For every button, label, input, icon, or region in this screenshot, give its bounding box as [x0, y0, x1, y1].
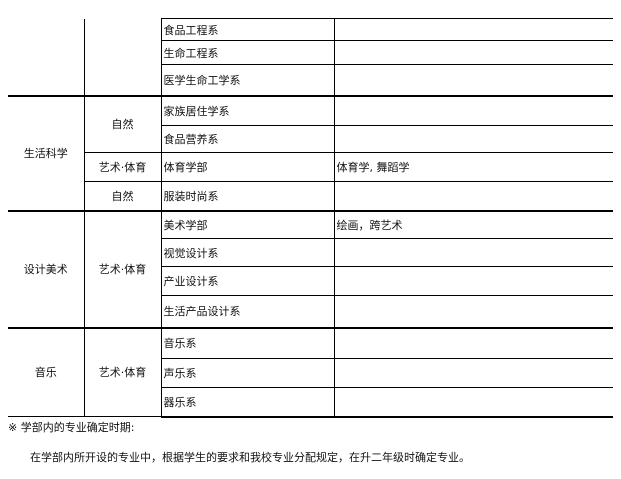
- department-cell: 声乐系: [160, 358, 335, 388]
- note-title: ※ 学部内的专业确定时期:: [8, 421, 135, 434]
- major-cell: [333, 181, 613, 212]
- department-cell: 视觉设计系: [160, 238, 335, 267]
- table-row: 视觉设计系: [8, 238, 613, 267]
- department-cell: 产业设计系: [160, 266, 335, 296]
- major-cell: [333, 64, 613, 97]
- table-row: 医学生命工学系: [8, 64, 613, 97]
- major-cell: [333, 266, 613, 296]
- department-cell: 音乐系: [160, 326, 335, 359]
- table-row: 音乐 艺术·体育 音乐系: [8, 326, 613, 417]
- department-cell: 医学生命工学系: [160, 64, 335, 97]
- table-row: 生活产品设计系: [8, 295, 613, 329]
- category-cell: 艺术·体育: [83, 152, 162, 182]
- category-cell: 艺术·体育: [83, 209, 162, 328]
- college-department-table: 食品工程系 生命工程系 医学生命工学系 生活科学 自然 家族居住学系 食品营养系 艺术·体育体…: [8, 18, 613, 418]
- department-cell: 美术学部: [160, 209, 335, 239]
- department-cell: 服装时尚系: [160, 181, 335, 212]
- college-cell: 生活科学: [8, 94, 85, 211]
- department-cell: 家族居住学系: [160, 94, 335, 126]
- department-cell: 食品工程系: [160, 18, 335, 41]
- department-cell: 食品营养系: [160, 125, 335, 153]
- category-cell: 自然: [83, 94, 162, 153]
- department-cell: 体育学部: [160, 152, 335, 182]
- major-cell: [333, 94, 613, 126]
- major-cell: [333, 387, 613, 418]
- department-cell: 生活产品设计系: [160, 295, 335, 329]
- major-cell: [333, 295, 613, 329]
- note-text: 在学部内所开设的专业中，根据学生的要求和我校专业分配规定，在升二年级时确定专业。: [30, 451, 470, 464]
- department-cell: 生命工程系: [160, 40, 335, 65]
- category-cell: 艺术·体育: [83, 326, 162, 417]
- table-row: 自然 服装时尚系: [8, 181, 613, 212]
- major-cell: [333, 238, 613, 267]
- college-cell: 设计美术: [8, 209, 85, 328]
- category-cell: 自然: [83, 181, 162, 212]
- table-row: 声乐系: [8, 358, 613, 388]
- table-row: 生活科学 自然 家族居住学系: [8, 94, 613, 211]
- table-row: 设计美术 艺术·体育 美术学部 绘画，跨艺术: [8, 209, 613, 328]
- major-cell: [333, 18, 613, 41]
- major-cell: [333, 358, 613, 388]
- major-cell: [333, 40, 613, 65]
- table-row: 食品工程系: [8, 18, 613, 96]
- college-cell: 音乐: [8, 326, 85, 417]
- table-row: 食品营养系: [8, 125, 613, 153]
- table-row: 生命工程系: [8, 40, 613, 65]
- department-cell: 器乐系: [160, 387, 335, 418]
- college-cell: [8, 18, 85, 96]
- category-cell: [83, 18, 162, 96]
- major-cell: [333, 326, 613, 359]
- major-cell: [333, 125, 613, 153]
- table-row: 器乐系: [8, 387, 613, 418]
- major-cell: 体育学, 舞蹈学: [333, 152, 613, 182]
- table-row: 艺术·体育 体育学部 体育学, 舞蹈学: [8, 152, 613, 182]
- major-cell: 绘画，跨艺术: [333, 209, 613, 239]
